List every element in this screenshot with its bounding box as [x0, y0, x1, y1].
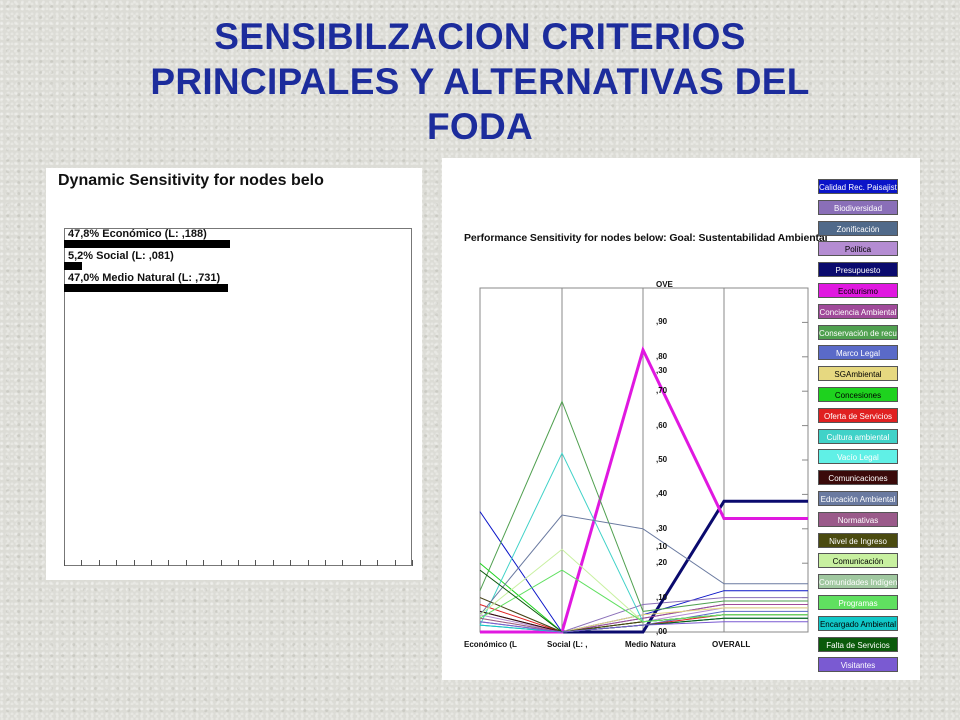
x-axis-label: Económico (L — [464, 640, 517, 649]
x-tick — [203, 560, 205, 566]
legend-item: Falta de Servicios — [818, 636, 898, 652]
page-title: SENSIBILZACION CRITERIOS PRINCIPALES Y A… — [90, 14, 870, 149]
legend-item: Oferta de Servicios — [818, 407, 898, 423]
legend-item: Cultura ambiental — [818, 428, 898, 444]
x-tick — [325, 560, 326, 566]
legend-item: Vacío Legal — [818, 449, 898, 465]
x-tick — [394, 560, 396, 566]
scale-label: ,60 — [656, 420, 668, 430]
legend-item: Conservación de recur — [818, 324, 898, 340]
legend-item: Comunicación — [818, 553, 898, 569]
legend-item: Nivel de Ingreso — [818, 532, 898, 548]
series-line — [480, 345, 808, 634]
scale-label: ,30 — [656, 366, 668, 375]
x-tick — [168, 560, 170, 566]
x-tick — [98, 560, 100, 566]
legend-item: Comunicaciones — [818, 470, 898, 486]
bar — [64, 284, 228, 292]
title-line-3: FODA — [426, 106, 534, 147]
x-axis-label: Medio Natura — [625, 640, 676, 649]
legend-item: Comunidades Indígena — [818, 574, 898, 590]
x-tick — [133, 560, 135, 566]
scale-label: ,10 — [656, 592, 668, 602]
title-line-2: PRINCIPALES Y ALTERNATIVAS DEL — [150, 61, 810, 102]
legend-item: Encargado Ambiental — [818, 615, 898, 631]
performance-sensitivity-plot — [479, 287, 809, 634]
x-tick — [342, 560, 344, 566]
x-tick — [290, 560, 292, 566]
x-tick — [412, 560, 413, 566]
dynamic-sensitivity-title: Dynamic Sensitivity for nodes belo — [58, 172, 324, 189]
x-tick — [238, 560, 239, 566]
legend-item: Política — [818, 241, 898, 257]
x-tick — [377, 560, 379, 566]
x-tick — [151, 560, 152, 566]
x-tick — [272, 560, 274, 566]
legend-item: Normativas — [818, 511, 898, 527]
series-line — [479, 451, 808, 626]
series-line — [479, 514, 808, 616]
legend-item: Calidad Rec. Paisajisti — [818, 179, 898, 194]
legend-item: Visitantes — [818, 657, 898, 673]
bar-label: 5,2% Social (L: ,081) — [68, 250, 174, 262]
scale-label: ,70 — [656, 386, 668, 396]
x-axis-label: OVERALL — [712, 640, 751, 649]
legend-item: Programas — [818, 595, 898, 610]
bar-label: 47,0% Medio Natural (L: ,731) — [68, 272, 221, 284]
legend-item: Presupuesto — [818, 262, 898, 278]
series-line — [479, 400, 808, 612]
legend-item: Marco Legal — [818, 345, 898, 361]
scale-label: ,10 — [656, 542, 668, 551]
x-tick — [255, 560, 257, 566]
series-line — [479, 621, 808, 633]
legend-item: Biodiversidad — [818, 199, 898, 215]
bar — [64, 262, 83, 270]
x-tick — [64, 560, 65, 566]
legend-item: Ecoturismo — [818, 283, 898, 298]
legend-item: SGAmbiental — [818, 366, 898, 382]
scale-label: ,20 — [656, 558, 668, 568]
title-line-1: SENSIBILZACION CRITERIOS — [214, 16, 746, 57]
scale-label: OVE — [656, 280, 673, 289]
legend-item: Conciencia Ambiental — [818, 303, 898, 319]
scale-label: ,90 — [656, 317, 668, 327]
series-line — [479, 569, 808, 623]
bar — [64, 240, 231, 248]
x-tick — [116, 560, 118, 566]
legend-item: Concesiones — [818, 387, 898, 402]
x-tick — [185, 560, 187, 566]
performance-sensitivity-chart: Performance Sensitivity for nodes below:… — [442, 158, 920, 680]
scale-label: ,30 — [656, 523, 668, 533]
scale-label: ,80 — [656, 351, 668, 361]
dynamic-sensitivity-chart: Dynamic Sensitivity for nodes belo 47,8%… — [46, 168, 422, 580]
plot-frame — [479, 287, 809, 633]
legend-item: Zonificación — [818, 220, 898, 236]
scale-label: ,40 — [656, 489, 668, 499]
x-tick — [220, 560, 222, 566]
performance-sensitivity-title: Performance Sensitivity for nodes below:… — [464, 232, 828, 244]
scale-label: ,50 — [656, 455, 668, 464]
legend-item: Educación Ambiental — [818, 491, 898, 506]
x-tick — [359, 560, 361, 566]
x-tick — [307, 560, 309, 566]
bar-label: 47,8% Económico (L: ,188) — [68, 228, 207, 240]
x-tick — [81, 560, 83, 566]
x-axis-label: Social (L: , — [547, 640, 588, 649]
scale-label: ,00 — [656, 627, 668, 636]
